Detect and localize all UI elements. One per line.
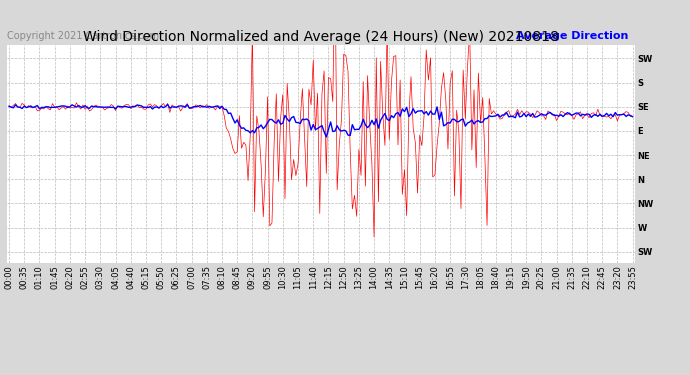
Text: Average Direction: Average Direction	[516, 31, 629, 40]
Title: Wind Direction Normalized and Average (24 Hours) (New) 20210818: Wind Direction Normalized and Average (2…	[83, 30, 559, 44]
Text: Copyright 2021 Cartronics.com: Copyright 2021 Cartronics.com	[7, 31, 159, 40]
